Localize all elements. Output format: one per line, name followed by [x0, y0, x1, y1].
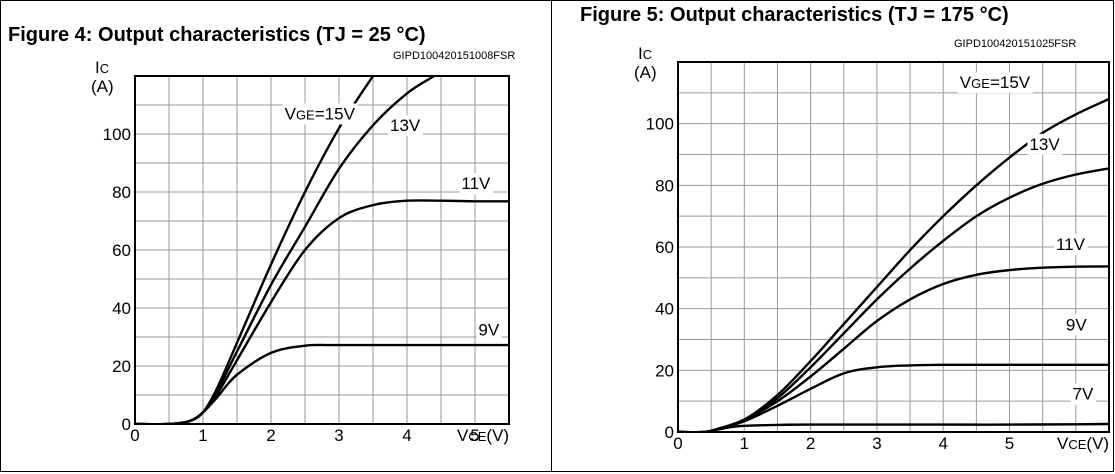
y-tick-label: 100 — [103, 125, 131, 144]
series-line-7v — [678, 422, 1109, 432]
y-tick-label: 0 — [122, 415, 131, 434]
y-tick-label: 40 — [112, 299, 131, 318]
series-label-background — [1063, 314, 1090, 336]
figure-4-title: Figure 4: Output characteristics (TJ = 2… — [8, 24, 426, 46]
figure-4-panel: Figure 4: Output characteristics (TJ = 2… — [0, 0, 552, 472]
figure-4-chart: 0 1 2 3 4 5 0 20 40 60 80 100 VCE(V) IC(A) VGE=15V 13V 1… — [91, 58, 510, 445]
series-label-background — [1053, 234, 1088, 256]
x-tick-label: 0 — [130, 426, 139, 445]
series-label: 11V — [461, 174, 491, 193]
grid — [678, 62, 1109, 432]
grid — [135, 76, 509, 424]
x-axis-label: VCE(V) — [1057, 434, 1109, 453]
series-label: 13V — [1029, 135, 1060, 154]
y-tick-label: 60 — [655, 238, 674, 257]
series-label-background — [459, 173, 494, 195]
series-label: 9V — [478, 321, 499, 340]
x-tick-label: 3 — [334, 426, 343, 445]
series-line-9v — [135, 343, 509, 424]
series-line-9v — [678, 363, 1109, 432]
x-axis-label: VCE(V) — [457, 426, 509, 445]
series-label: VGE=15V — [285, 105, 356, 124]
x-tick-label: 0 — [673, 434, 682, 453]
figure-5-panel: Figure 5: Output characteristics (TJ = 1… — [551, 0, 1114, 472]
series-label-background — [388, 115, 423, 137]
y-tick-label: 60 — [112, 241, 131, 260]
x-tick-label: 5 — [1005, 434, 1014, 453]
figure-4-code: GIPD100420151008FSR — [393, 50, 516, 62]
series-label: VGE=15V — [960, 73, 1031, 92]
y-tick-label: 40 — [655, 300, 674, 319]
series-line-11v — [135, 199, 509, 424]
y-tick-label: 80 — [655, 176, 674, 195]
x-tick-label: 2 — [806, 434, 815, 453]
figure-5-chart: 0 1 2 3 4 5 0 20 40 60 80 100 VCE(V) IC(A) VGE=15V 13V 1… — [634, 44, 1110, 453]
series-group — [135, 76, 509, 424]
y-axis-unit: (A) — [91, 77, 114, 96]
x-tick-label: 4 — [402, 426, 411, 445]
series-label: 9V — [1066, 315, 1087, 334]
y-axis-unit: (A) — [634, 63, 657, 82]
y-tick-label: 100 — [646, 115, 674, 134]
series-line-11v — [678, 265, 1109, 432]
series-label: 11V — [1056, 235, 1086, 254]
series-label-background — [476, 319, 502, 341]
plot-frame — [677, 61, 1110, 433]
series-line-13v — [678, 167, 1109, 432]
series-label-background — [1070, 383, 1096, 405]
series-label-background — [1027, 133, 1063, 155]
series-label: 13V — [390, 116, 421, 135]
y-tick-label: 80 — [112, 183, 131, 202]
x-tick-label: 3 — [872, 434, 881, 453]
y-tick-label: 20 — [655, 361, 674, 380]
x-tick-label: 1 — [198, 426, 207, 445]
x-tick-label: 4 — [938, 434, 947, 453]
series-label: 7V — [1073, 385, 1094, 404]
y-tick-label: 0 — [665, 423, 674, 442]
y-tick-label: 20 — [112, 357, 131, 376]
x-tick-label: 2 — [266, 426, 275, 445]
figure-5-code: GIPD100420151025FSR — [954, 38, 1077, 50]
series-label-background — [957, 72, 1033, 94]
plot-frame — [134, 75, 510, 425]
y-axis-label: IC — [638, 44, 652, 63]
x-tick-label: 5 — [470, 426, 479, 445]
figure-5-title: Figure 5: Output characteristics (TJ = 1… — [580, 4, 1009, 26]
y-axis-label: IC — [95, 58, 109, 77]
series-label-background — [282, 103, 358, 125]
x-tick-label: 1 — [740, 434, 749, 453]
